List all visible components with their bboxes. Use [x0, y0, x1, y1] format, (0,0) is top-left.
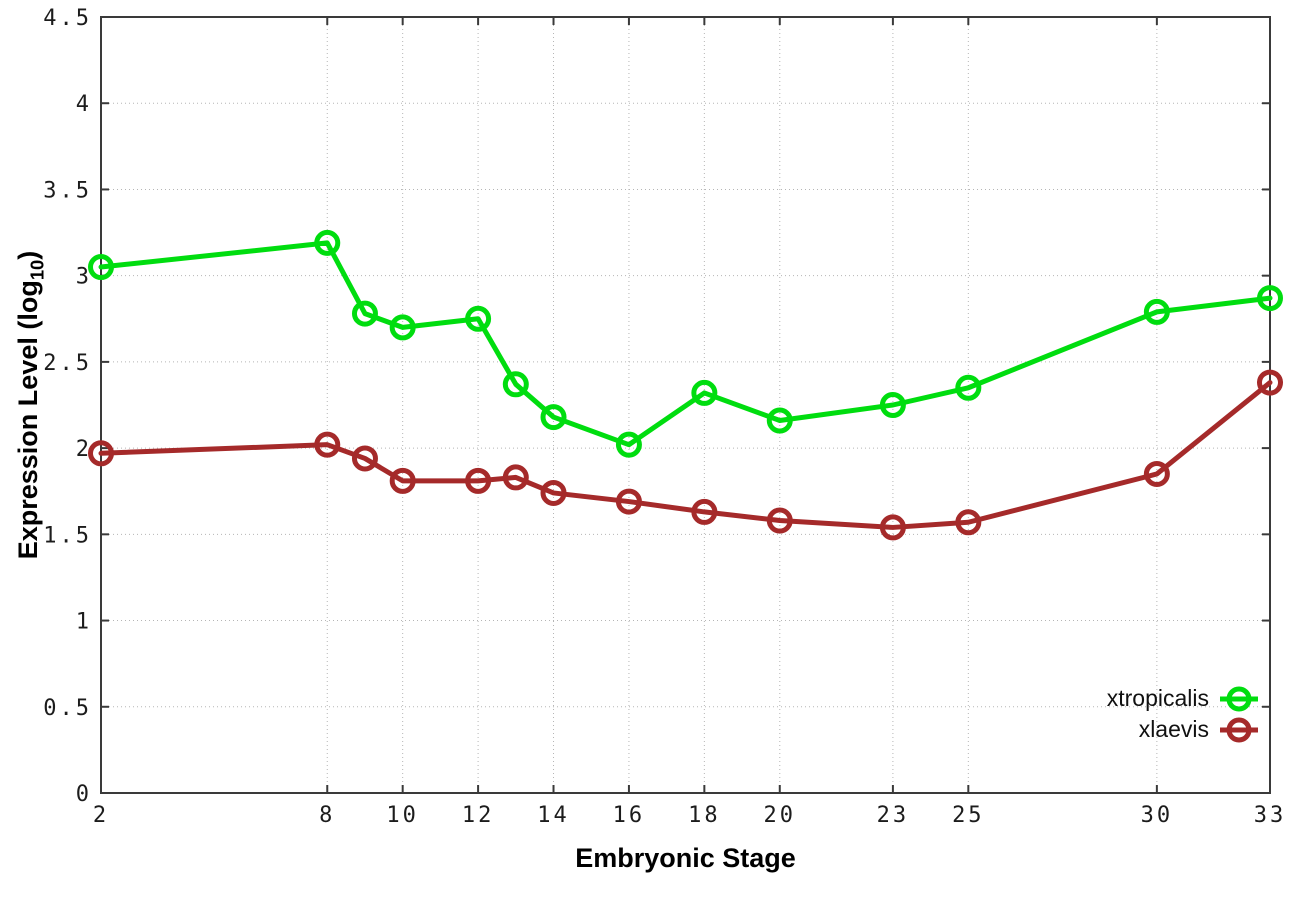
y-tick-label: 3.5 [43, 178, 92, 203]
data-point-xlaevis [540, 479, 567, 506]
y-tick-label: 0.5 [43, 696, 92, 721]
y-tick-label: 4.5 [43, 6, 92, 31]
data-point-xtropicalis [351, 300, 378, 327]
y-tick-label: 3 [76, 265, 92, 290]
data-point-xtropicalis [502, 371, 529, 398]
legend-label-xtropicalis: xtropicalis [1106, 685, 1209, 711]
data-point-xtropicalis [314, 229, 341, 256]
x-tick-label: 33 [1254, 803, 1287, 828]
data-point-xlaevis [1143, 460, 1170, 487]
plot-border [100, 16, 1271, 794]
data-point-xtropicalis [615, 431, 642, 458]
x-tick-label: 25 [952, 803, 985, 828]
x-tick-label: 10 [386, 803, 419, 828]
data-point-xlaevis [465, 467, 492, 494]
y-tick-label: 2 [76, 437, 92, 462]
data-point-xtropicalis [389, 314, 416, 341]
data-point-xlaevis [1257, 369, 1283, 396]
data-point-xlaevis [955, 509, 982, 536]
data-point-xlaevis [502, 464, 529, 491]
line-circle-marker-icon [1220, 717, 1258, 742]
x-tick-label: 2 [93, 803, 109, 828]
line-circle-marker-icon [1220, 686, 1258, 711]
y-tick-label: 2.5 [43, 351, 92, 376]
legend-item-xlaevis: xlaevis [1107, 714, 1258, 745]
y-axis-label: Expression Level (log10) [6, 5, 50, 805]
y-tick-label: 4 [76, 92, 92, 117]
data-point-xtropicalis [1143, 298, 1170, 325]
data-point-xlaevis [314, 431, 341, 458]
y-tick-label: 0 [76, 782, 92, 807]
y-tick-label: 1 [76, 610, 92, 635]
data-point-xtropicalis [691, 379, 718, 406]
y-axis-label-close: ) [13, 250, 43, 260]
legend: xtropicalis xlaevis [1107, 683, 1258, 745]
legend-item-xtropicalis: xtropicalis [1107, 683, 1258, 714]
x-tick-label: 12 [462, 803, 495, 828]
data-point-xtropicalis [879, 392, 906, 418]
x-tick-label: 23 [877, 803, 910, 828]
x-tick-label: 18 [688, 803, 721, 828]
x-tick-label: 14 [537, 803, 570, 828]
data-point-xtropicalis [1257, 285, 1283, 312]
data-point-xtropicalis [955, 374, 982, 401]
series-line-xtropicalis [98, 240, 1273, 448]
data-point-xtropicalis [540, 404, 567, 431]
data-point-xlaevis [691, 498, 718, 525]
legend-label-xlaevis: xlaevis [1138, 716, 1209, 742]
data-point-xlaevis [615, 488, 642, 515]
data-point-xtropicalis [465, 305, 492, 332]
x-tick-label: 20 [764, 803, 797, 828]
data-point-xtropicalis [766, 407, 793, 434]
y-axis-label-subscript: 10 [26, 259, 48, 281]
x-tick-label: 16 [613, 803, 646, 828]
y-axis-label-text: Expression Level (log [13, 280, 43, 560]
data-point-xlaevis [766, 507, 793, 534]
data-point-xtropicalis [88, 254, 114, 281]
data-point-xlaevis [351, 445, 378, 472]
data-point-xlaevis [389, 467, 416, 494]
x-tick-label: 8 [319, 803, 335, 828]
y-tick-label: 1.5 [43, 523, 92, 548]
x-tick-label: 30 [1141, 803, 1174, 828]
data-point-xlaevis [88, 440, 114, 467]
data-point-xlaevis [879, 514, 906, 541]
x-axis-label: Embryonic Stage [575, 843, 796, 873]
